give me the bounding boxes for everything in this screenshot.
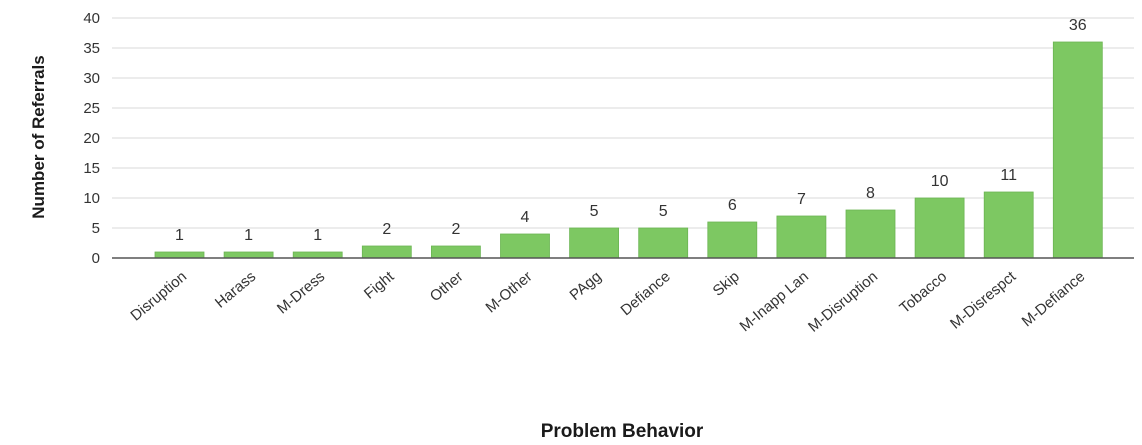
bar [1052,41,1103,259]
x-tick-label: Other [427,268,467,305]
x-tick-label: M-Disruption [805,268,881,336]
y-tick-label: 20 [83,130,100,147]
data-label: 8 [866,185,875,202]
data-label: 4 [521,209,530,226]
bar [914,197,965,259]
bar [569,227,619,259]
x-tick-label: Defiance [617,268,673,319]
bar [707,221,758,259]
bar [430,245,481,259]
data-label: 2 [382,221,391,238]
data-label: 11 [1000,167,1017,184]
data-label: 2 [451,221,460,238]
x-tick-label: Harass [212,268,259,312]
y-tick-label: 5 [92,220,100,237]
x-tick-label: Disruption [127,268,190,324]
y-tick-label: 0 [92,250,100,267]
y-tick-label: 35 [83,40,100,57]
bar [154,251,205,259]
x-tick-label: M-Inapp Lan [737,268,812,335]
data-label: 5 [659,203,668,220]
data-label: 1 [313,227,322,244]
x-tick-label: M-Other [482,268,535,316]
data-label: 6 [728,197,737,214]
data-label: 1 [244,227,253,244]
y-tick-label: 30 [83,70,100,87]
data-label: 10 [931,173,949,190]
y-tick-label: 15 [83,160,100,177]
x-tick-label: M-Disrespct [947,268,1020,333]
bar [638,227,689,259]
x-tick-label: M-Defiance [1019,268,1089,330]
y-tick-label: 40 [83,10,100,27]
y-tick-label: 10 [83,190,100,207]
bar [845,209,896,259]
data-label: 36 [1069,17,1087,34]
data-label: 5 [590,203,599,220]
y-tick-label: 25 [83,100,100,117]
x-axis-ticks: Disruption Harass M-Dress Fight Other M-Other… [127,268,1088,336]
x-tick-label: PAgg [566,268,604,304]
bar [292,251,343,259]
bar [361,245,412,259]
data-label: 7 [797,191,806,208]
bar [223,251,274,259]
y-axis-title: Number of Referrals [29,55,48,218]
data-label: 1 [175,227,184,244]
y-axis-ticks: 0 5 10 15 20 25 30 35 40 [83,10,100,267]
x-tick-label: Tobacco [896,268,950,317]
x-tick-label: Fight [361,268,398,303]
bars [154,41,1103,259]
gridlines [112,17,1134,229]
x-tick-label: M-Dress [274,268,328,317]
bar [983,191,1034,259]
bar [500,233,550,259]
x-axis-title: Problem Behavior [541,421,704,442]
x-tick-label: Skip [710,268,743,300]
bar [776,215,827,259]
